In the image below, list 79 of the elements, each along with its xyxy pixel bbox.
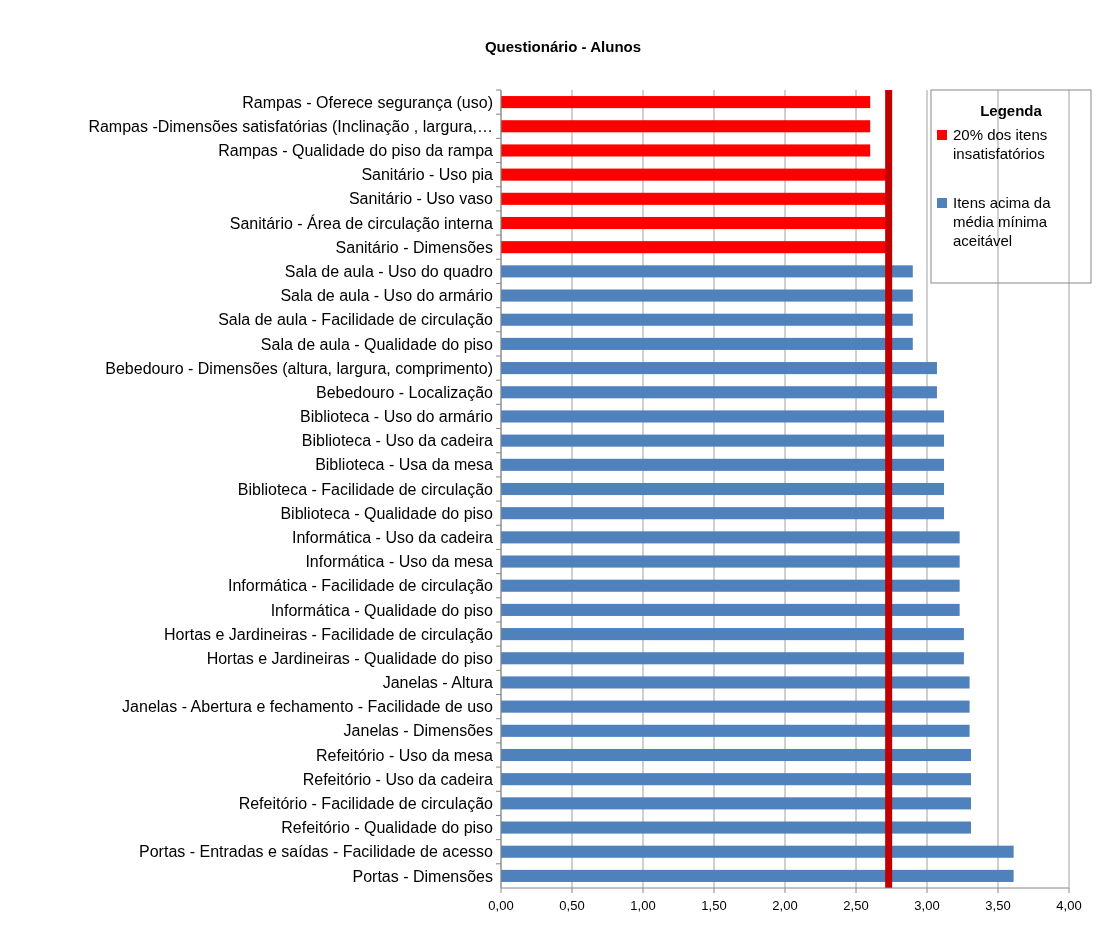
bar — [501, 337, 913, 350]
y-tick-label: Biblioteca - Uso da cadeira — [301, 432, 494, 450]
y-tick-label: Bebedouro - Localização — [315, 383, 494, 401]
y-tick-label: Bebedouro - Dimensões (altura, largura, comprimento) — [105, 359, 493, 377]
bar — [501, 192, 886, 205]
x-tick-label: 1,00 — [630, 898, 656, 913]
chart-title: Questionário - Alunos — [484, 38, 642, 55]
y-tick-label: Sanitário - Uso vaso — [348, 190, 494, 208]
legend-label: 20% dos itens insatisfatórios — [953, 126, 1048, 162]
bar — [501, 845, 1014, 858]
y-tick-label: Informática - Uso da cadeira — [292, 528, 494, 546]
y-tick-label: Informática - Facilidade de circulação — [227, 577, 494, 595]
bar — [501, 748, 972, 762]
y-tick-label: Informática - Uso da mesa — [305, 553, 494, 571]
y-tick-label: Rampas - Qualidade do piso da rampa — [218, 142, 494, 160]
y-tick-label: Portas - Entradas e saídas - Facilidade de acesso — [139, 843, 494, 861]
x-tick-label: 3,00 — [914, 898, 940, 913]
y-tick-label: Biblioteca - Uso do armário — [300, 408, 494, 426]
legend-title: Legenda — [980, 102, 1043, 119]
bar — [501, 628, 964, 641]
bar — [501, 603, 960, 616]
y-tick-label: Refeitório - Uso da cadeira — [302, 770, 494, 788]
bar — [501, 579, 960, 592]
x-tick-label: 2,00 — [772, 898, 798, 913]
y-tick-label: Refeitório - Facilidade de circulação — [238, 794, 494, 812]
x-tick-label: 0,50 — [559, 898, 585, 913]
y-tick-label: Refeitório - Uso da mesa — [316, 746, 494, 764]
bar — [501, 676, 970, 689]
y-tick-label: Sala de aula - Uso do armário — [280, 287, 494, 305]
y-tick-label: Sanitário - Uso pia — [361, 166, 494, 184]
x-tick-label: 1,50 — [701, 898, 727, 913]
y-tick-label: Biblioteca - Usa da mesa — [315, 456, 494, 474]
y-tick-label: Janelas - Abertura e fechamento - Facilidade de uso — [122, 698, 494, 716]
bar — [501, 120, 871, 133]
bar — [501, 531, 960, 544]
bar — [501, 724, 970, 737]
bar — [501, 773, 972, 786]
bar — [501, 482, 945, 496]
y-tick-label: Rampas -Dimensões satisfatórias (Inclinação , largura,… — [88, 117, 493, 135]
y-tick-label: Informática - Qualidade do piso — [270, 601, 494, 619]
y-tick-label: Janelas - Altura — [382, 674, 494, 692]
x-tick-label: 3,50 — [985, 898, 1011, 913]
bar — [501, 265, 913, 278]
y-tick-label: Biblioteca - Facilidade de circulação — [237, 480, 494, 498]
bar — [501, 797, 972, 810]
x-tick-label: 0,00 — [488, 898, 514, 913]
bar — [501, 869, 1014, 882]
y-tick-label: Sala de aula - Facilidade de circulação — [218, 311, 494, 329]
bar — [501, 507, 945, 520]
y-tick-label: Janelas - Dimensões — [343, 722, 493, 740]
y-tick-label: Biblioteca - Qualidade do piso — [280, 504, 494, 522]
bar — [501, 700, 970, 713]
legend-label: Itens acima da média mínima aceitável — [953, 194, 1052, 249]
y-tick-label: Sala de aula - Uso do quadro — [284, 262, 494, 280]
y-tick-label: Rampas - Oferece segurança (uso) — [242, 93, 493, 111]
y-tick-label: Refeitório - Qualidade do piso — [281, 819, 494, 837]
bar — [501, 434, 945, 447]
y-tick-label: Sanitário - Área de circulação interna — [229, 213, 494, 232]
bar — [501, 216, 886, 230]
y-tick-label: Sala de aula - Qualidade do piso — [260, 335, 494, 353]
bar — [501, 821, 972, 834]
bar — [501, 289, 913, 302]
bar — [501, 241, 886, 254]
bar — [501, 555, 960, 568]
bar — [501, 362, 937, 375]
bar — [501, 458, 945, 471]
bar — [501, 168, 886, 181]
bar — [501, 144, 871, 157]
x-tick-label: 2,50 — [843, 898, 869, 913]
bar — [501, 386, 937, 399]
x-tick-label: 4,00 — [1056, 898, 1082, 913]
bar — [501, 652, 964, 665]
bar — [501, 313, 913, 326]
bar — [501, 410, 945, 423]
y-tick-label: Portas - Dimensões — [352, 867, 493, 885]
y-tick-label: Sanitário - Dimensões — [335, 238, 493, 256]
y-tick-label: Hortas e Jardineiras - Qualidade do piso — [206, 649, 494, 667]
bar — [501, 96, 871, 109]
y-tick-label: Hortas e Jardineiras - Facilidade de circulação — [163, 625, 494, 643]
